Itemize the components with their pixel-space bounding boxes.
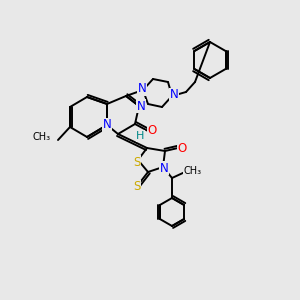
Text: N: N	[136, 100, 146, 112]
Text: H: H	[136, 131, 145, 141]
Text: N: N	[138, 82, 146, 95]
Text: O: O	[177, 142, 187, 154]
Text: CH₃: CH₃	[184, 166, 202, 176]
Text: CH₃: CH₃	[33, 132, 51, 142]
Text: S: S	[133, 181, 141, 194]
Text: S: S	[133, 155, 141, 169]
Text: O: O	[147, 124, 157, 137]
Text: N: N	[160, 161, 168, 175]
Text: N: N	[169, 88, 178, 101]
Text: N: N	[103, 118, 111, 131]
